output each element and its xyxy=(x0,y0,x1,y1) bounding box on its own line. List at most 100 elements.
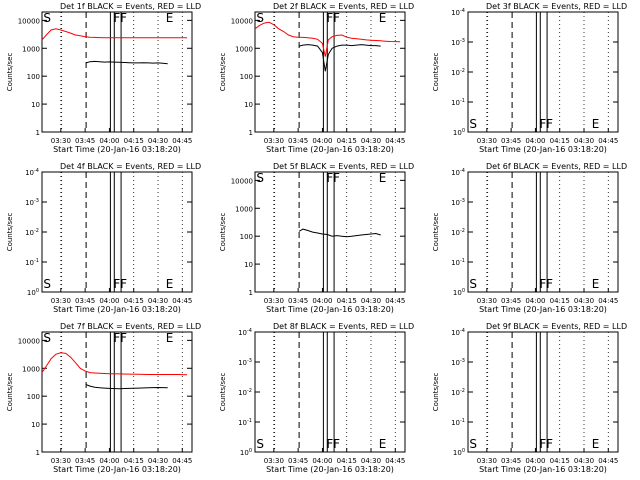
x-axis-label: Start Time (20-Jan-16 03:18:20) xyxy=(53,305,181,314)
y-axis-label: Counts/sec xyxy=(219,213,227,252)
panel-title: Det 5f BLACK = Events, RED = LLD xyxy=(273,162,414,171)
y-tick-label: 1000 xyxy=(235,45,253,53)
event-letter: F xyxy=(326,11,333,25)
x-tick-label: 04:45 xyxy=(598,297,618,305)
event-letter: S xyxy=(43,277,51,291)
event-letter: E xyxy=(166,277,174,291)
plot-frame xyxy=(41,331,193,453)
x-axis-label: Start Time (20-Jan-16 03:18:20) xyxy=(266,305,394,314)
plot-frame xyxy=(467,331,619,453)
x-tick-label: 04:00 xyxy=(99,297,119,305)
events-series-line xyxy=(298,228,381,238)
panel-title: Det 7f BLACK = Events, RED = LLD xyxy=(60,322,201,331)
y-tick-label: 10-1 xyxy=(238,418,252,427)
event-letter: S xyxy=(43,331,51,345)
event-letter: E xyxy=(592,437,600,451)
x-tick-label: 04:45 xyxy=(385,137,405,145)
x-tick-label: 04:00 xyxy=(312,457,332,465)
events-series-line xyxy=(85,384,168,390)
panel-det-8: Det 8f BLACK = Events, RED = LLD 03:30 03:… xyxy=(219,322,414,474)
y-tick-label: 100 xyxy=(453,288,465,297)
y-tick-label: 100 xyxy=(240,448,252,457)
y-tick-label: 10 xyxy=(244,261,253,269)
x-tick-label: 04:15 xyxy=(337,297,357,305)
x-tick-label: 04:45 xyxy=(598,457,618,465)
x-tick-label: 04:30 xyxy=(148,297,168,305)
x-tick-label: 04:15 xyxy=(550,457,570,465)
y-tick-label: 1 xyxy=(36,129,40,137)
event-letter: F xyxy=(333,437,340,451)
panel-det-9: Det 9f BLACK = Events, RED = LLD 03:30 03:… xyxy=(432,322,627,474)
x-tick-label: 03:45 xyxy=(75,457,95,465)
y-tick-label: 10-3 xyxy=(238,358,252,367)
x-tick-label: 04:00 xyxy=(312,297,332,305)
event-letter: F xyxy=(113,331,120,345)
event-letter: F xyxy=(120,11,127,25)
y-tick-label: 100 xyxy=(27,288,39,297)
event-letter: F xyxy=(113,11,120,25)
panel-title: Det 9f BLACK = Events, RED = LLD xyxy=(486,322,627,331)
y-tick-label: 10-4 xyxy=(238,328,252,337)
event-letter: F xyxy=(113,277,120,291)
y-tick-label: 10-1 xyxy=(451,98,465,107)
y-tick-label: 10-2 xyxy=(451,228,465,237)
x-axis-label: Start Time (20-Jan-16 03:18:20) xyxy=(266,145,394,154)
y-axis-label: Counts/sec xyxy=(6,373,14,412)
y-tick-label: 10-1 xyxy=(451,258,465,267)
event-letter: F xyxy=(333,11,340,25)
x-tick-label: 04:00 xyxy=(525,297,545,305)
x-axis-label: Start Time (20-Jan-16 03:18:20) xyxy=(479,145,607,154)
y-axis-label: Counts/sec xyxy=(6,213,14,252)
y-tick-label: 1000 xyxy=(22,45,40,53)
x-tick-label: 04:15 xyxy=(337,457,357,465)
y-tick-label: 10-3 xyxy=(451,358,465,367)
x-tick-label: 04:15 xyxy=(550,297,570,305)
x-tick-label: 04:00 xyxy=(312,137,332,145)
x-tick-label: 04:15 xyxy=(124,137,144,145)
plot-frame xyxy=(254,11,406,133)
x-tick-label: 03:30 xyxy=(51,457,71,465)
y-tick-label: 10-2 xyxy=(25,228,39,237)
x-tick-label: 04:30 xyxy=(148,457,168,465)
plot-frame xyxy=(41,171,193,293)
x-tick-label: 03:45 xyxy=(501,457,521,465)
y-tick-label: 10 xyxy=(31,421,40,429)
x-tick-label: 03:30 xyxy=(264,137,284,145)
y-tick-label: 100 xyxy=(453,128,465,137)
y-tick-label: 10-1 xyxy=(25,258,39,267)
event-letter: S xyxy=(256,171,264,185)
x-tick-label: 04:30 xyxy=(361,457,381,465)
x-axis-label: Start Time (20-Jan-16 03:18:20) xyxy=(266,465,394,474)
x-tick-label: 04:30 xyxy=(148,137,168,145)
panel-det-3: Det 3f BLACK = Events, RED = LLD 03:30 03:… xyxy=(432,2,627,154)
y-tick-label: 10000 xyxy=(231,177,253,185)
x-tick-label: 03:45 xyxy=(288,297,308,305)
lld-series-line xyxy=(254,21,401,57)
x-tick-label: 04:45 xyxy=(385,297,405,305)
plot-frame xyxy=(41,11,193,133)
x-tick-label: 03:45 xyxy=(75,297,95,305)
event-letter: E xyxy=(379,437,387,451)
event-letter: S xyxy=(43,11,51,25)
panel-title: Det 4f BLACK = Events, RED = LLD xyxy=(60,162,201,171)
y-tick-label: 10-4 xyxy=(451,328,465,337)
y-tick-label: 10-1 xyxy=(451,418,465,427)
event-letter: S xyxy=(469,117,477,131)
event-letter: F xyxy=(120,331,127,345)
y-tick-label: 100 xyxy=(240,233,253,241)
x-tick-label: 03:30 xyxy=(477,297,497,305)
x-tick-label: 04:45 xyxy=(172,457,192,465)
y-axis-label: Counts/sec xyxy=(219,373,227,412)
event-letter: F xyxy=(546,437,553,451)
y-tick-label: 10000 xyxy=(18,17,40,25)
y-tick-label: 100 xyxy=(27,393,40,401)
x-tick-label: 03:30 xyxy=(51,137,71,145)
panel-title: Det 8f BLACK = Events, RED = LLD xyxy=(273,322,414,331)
y-axis-label: Counts/sec xyxy=(432,373,440,412)
events-series-line xyxy=(85,60,168,65)
x-tick-label: 04:15 xyxy=(124,457,144,465)
lld-series-line xyxy=(41,352,188,376)
event-letter: E xyxy=(379,11,387,25)
event-letter: F xyxy=(333,171,340,185)
